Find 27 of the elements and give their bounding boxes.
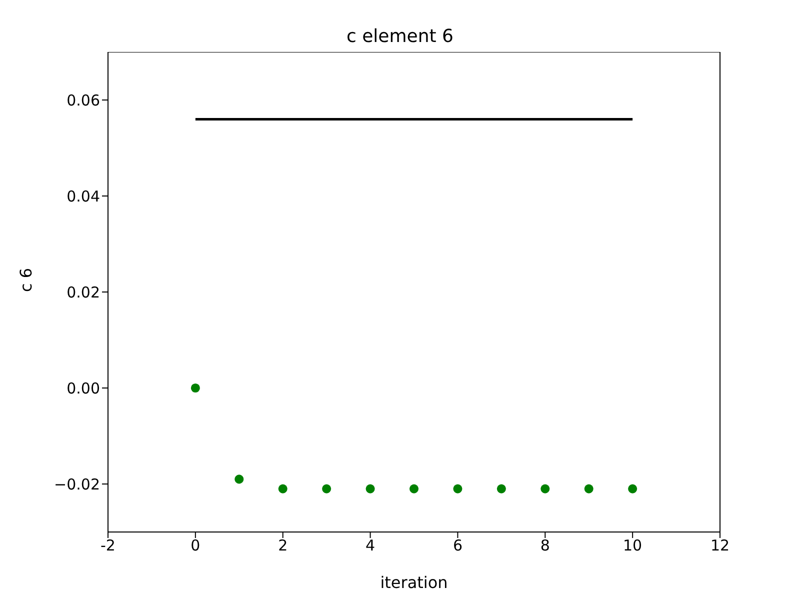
point (540, 484, 550, 494)
x-tick-label: 6 (452, 536, 462, 555)
point (234, 474, 244, 484)
point (278, 484, 288, 494)
point (190, 383, 200, 393)
point (584, 484, 594, 494)
point (366, 484, 375, 494)
x-axis-title: iteration (380, 573, 448, 592)
point (322, 484, 332, 494)
x-tick-label: -2 (100, 536, 116, 555)
y-tick-label: 0.04 (66, 187, 100, 206)
x-tick-label: 4 (366, 536, 376, 555)
x-tick-label: 0 (190, 536, 200, 555)
x-tick-label: 12 (710, 536, 730, 555)
y-tick-label: 0.00 (66, 379, 100, 398)
y-tick-label: 0.06 (66, 91, 100, 110)
y-tick-label: 0.02 (66, 283, 100, 302)
point (453, 484, 462, 494)
point (409, 484, 419, 494)
y-axis-title: c 6 (16, 268, 36, 292)
chart-title: c element 6 (345, 25, 454, 49)
x-tick-label: 2 (278, 536, 288, 555)
point (628, 484, 638, 494)
x-tick-label: 8 (540, 536, 550, 555)
y-tick-label: −0.02 (54, 475, 100, 494)
x-tick-label: 10 (623, 536, 642, 555)
point (496, 484, 506, 494)
